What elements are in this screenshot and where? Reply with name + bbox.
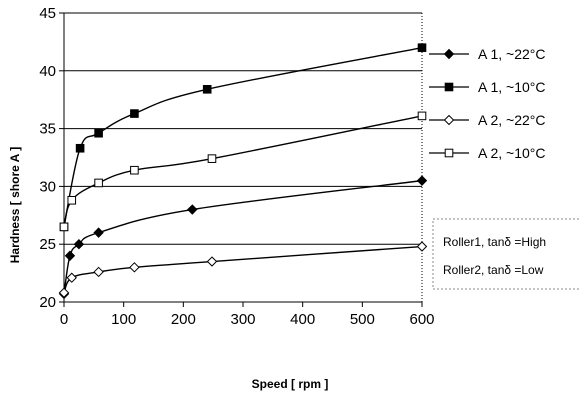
x-tick-labels: 0 100 200 300 400 500 600 [60, 311, 435, 328]
legend-marker-1 [443, 48, 455, 60]
series-1-point-5 [187, 204, 198, 215]
series-1-point-2 [64, 250, 76, 261]
series-1-point-6 [416, 175, 428, 186]
series-4 [59, 111, 427, 232]
x-tick-label-400: 400 [290, 311, 315, 328]
legend-marker-3 [443, 114, 455, 126]
series-1-line [63, 179, 423, 295]
series-4-point-5 [207, 154, 217, 163]
series-3-point-4 [129, 262, 140, 273]
series-2-point-2 [75, 143, 85, 153]
y-tick-labels: 20 25 30 35 40 45 [39, 5, 56, 311]
series-4-point-6 [417, 111, 427, 121]
y-tick-label-40: 40 [39, 63, 56, 80]
series-3-point-1 [58, 287, 70, 298]
series-3-point-6 [416, 241, 428, 252]
series-3-point-5 [206, 256, 218, 267]
legend-label-1: A 1, ~22°C [478, 46, 545, 62]
series-4-point-3 [94, 178, 103, 188]
y-tick-label-45: 45 [39, 5, 56, 22]
series-4-point-1 [59, 222, 69, 232]
series-1 [58, 175, 428, 300]
legend: A 1, ~22°C A 1, ~10°C A 2, ~22°C A 2, ~10°C [429, 46, 545, 161]
series-1-point-4 [93, 227, 104, 238]
x-axis-title: Speed [ rpm ] [252, 377, 329, 391]
y-tick-label-30: 30 [39, 178, 56, 195]
roller2-note: Roller2, tanδ =Low [443, 263, 544, 277]
legend-marker-4 [444, 148, 454, 158]
series-2-point-6 [417, 43, 427, 52]
legend-label-4: A 2, ~10°C [478, 145, 545, 161]
series-4-line [63, 115, 423, 228]
x-tick-label-500: 500 [350, 311, 375, 328]
series-4-point-2 [67, 195, 77, 205]
axes [59, 12, 423, 307]
series-1-point-3 [73, 238, 85, 250]
y-tick-label-20: 20 [39, 294, 56, 311]
x-tick-label-300: 300 [230, 311, 255, 328]
x-tick-label-600: 600 [409, 311, 434, 328]
series-3-point-3 [93, 266, 104, 278]
legend-label-3: A 2, ~22°C [478, 112, 545, 128]
series-3-line [63, 245, 423, 294]
x-tick-label-200: 200 [171, 311, 196, 328]
series-2-point-3 [94, 128, 103, 138]
y-axis-title: Hardness [ shore A ] [8, 147, 22, 263]
series-2-point-5 [202, 84, 212, 94]
y-tick-label-25: 25 [39, 236, 56, 253]
gridlines [64, 12, 422, 245]
roller-note-box: Roller1, tanδ =High Roller2, tanδ =Low [432, 218, 579, 290]
series-2-line [63, 46, 423, 228]
series-2-point-4 [130, 109, 139, 118]
legend-label-2: A 1, ~10°C [478, 79, 545, 95]
x-tick-label-0: 0 [60, 311, 68, 328]
series-layer [58, 43, 428, 300]
y-tick-label-35: 35 [39, 121, 56, 138]
series-4-point-4 [130, 165, 139, 175]
x-tick-label-100: 100 [111, 311, 136, 328]
series-3-point-2 [66, 272, 77, 283]
roller1-note: Roller1, tanδ =High [443, 235, 546, 249]
roller-note-border [432, 218, 579, 290]
series-3 [58, 241, 428, 298]
legend-marker-2 [444, 82, 454, 92]
